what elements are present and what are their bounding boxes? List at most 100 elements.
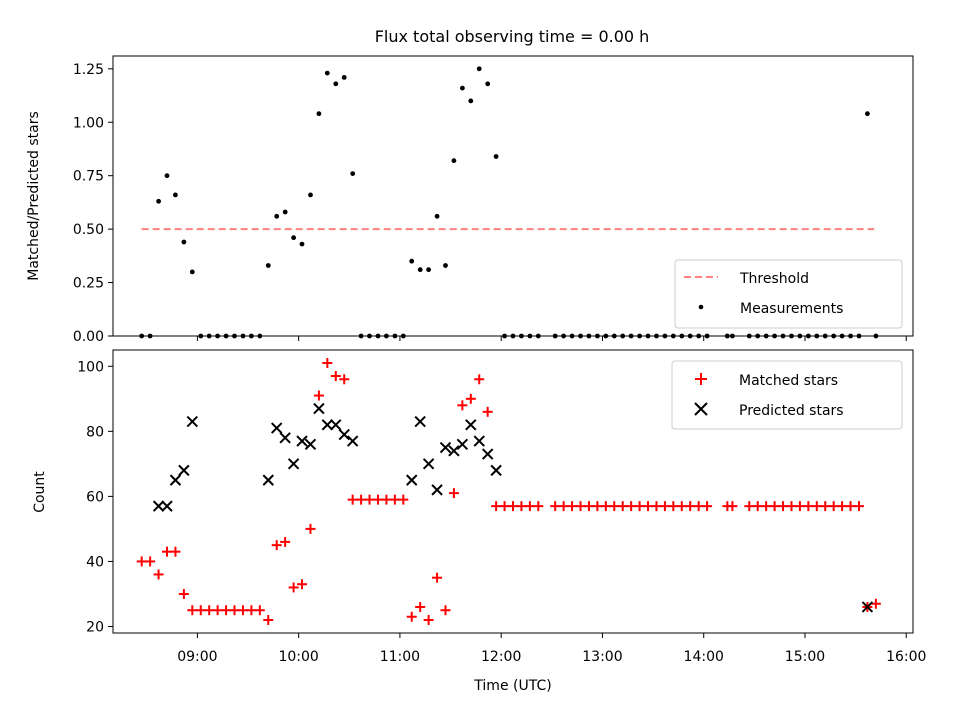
matched-star-point: [432, 572, 443, 583]
measurement-point: [493, 154, 499, 159]
matched-star-point: [794, 501, 805, 512]
matched-star-point: [423, 614, 434, 625]
matched-star-point: [195, 605, 206, 616]
x-tick-label: 13:00: [582, 649, 622, 665]
matched-star-point: [837, 501, 848, 512]
matched-star-point: [853, 501, 864, 512]
measurement-point: [173, 192, 178, 198]
matched-star-point: [693, 501, 704, 512]
matched-star-point: [271, 540, 282, 551]
measurement-point: [426, 267, 431, 273]
bottom-legend-box: [671, 360, 903, 430]
matched-star-point: [415, 601, 426, 612]
measurement-point: [409, 258, 415, 264]
matched-star-point: [448, 488, 459, 499]
legend-measurements-swatch: [698, 304, 704, 310]
matched-star-point: [305, 523, 316, 534]
matched-star-point: [491, 501, 502, 512]
bottom-y-axis-label: Count: [32, 471, 48, 513]
matched-star-point: [786, 501, 797, 512]
matched-star-point: [617, 501, 628, 512]
chart-title: Flux total observing time = 0.00 h: [375, 27, 650, 46]
matched-star-point: [744, 501, 755, 512]
matched-star-point: [668, 501, 679, 512]
matched-star-point: [769, 501, 780, 512]
matched-star-point: [634, 501, 645, 512]
top-plot-frame: [112, 55, 914, 337]
measurement-point: [417, 267, 423, 273]
legend-matched-label: Matched stars: [739, 373, 838, 389]
matched-star-point: [659, 501, 670, 512]
predicted-star-point: [313, 402, 325, 415]
predicted-star-point: [330, 419, 342, 431]
bottom-x-axis: 09:00 10:00 11:00 12:00 13:00 14:00 15:00 16:00: [177, 633, 926, 665]
matched-star-point: [356, 494, 367, 505]
top-y-tick-label: 0.25: [73, 276, 104, 292]
matched-star-point: [685, 501, 696, 512]
matched-star-point: [221, 605, 232, 616]
x-tick-label: 15:00: [785, 649, 825, 665]
measurement-point: [282, 209, 288, 215]
measurement-point: [468, 98, 474, 104]
matched-star-point: [761, 501, 772, 512]
predicted-star-point: [448, 445, 460, 457]
measurement-point: [156, 198, 162, 204]
measurement-point: [460, 85, 465, 91]
predicted-star-point: [490, 464, 502, 477]
legend-matched-swatch: [695, 373, 707, 385]
matched-star-point: [313, 390, 324, 401]
matched-star-point: [204, 605, 215, 616]
matched-star-point: [162, 546, 173, 557]
matched-star-point: [550, 501, 561, 512]
predicted-star-point: [262, 474, 274, 486]
predicted-star-point: [473, 435, 485, 447]
matched-star-point: [347, 494, 358, 505]
matched-star-point: [381, 494, 392, 505]
matched-star-point: [145, 556, 156, 567]
top-y-tick-label: 0.75: [73, 169, 104, 185]
measurement-point: [485, 81, 491, 87]
predicted-star-point: [431, 484, 443, 496]
matched-star-point: [389, 494, 400, 505]
predicted-star-point: [186, 415, 199, 428]
x-tick-label: 10:00: [278, 649, 318, 665]
top-y-axis: 0.00 0.25 0.50 0.75 1.00 1.25: [73, 62, 113, 345]
top-y-tick-label: 0.00: [73, 329, 104, 345]
measurement-point: [333, 81, 339, 87]
predicted-star-point: [321, 419, 334, 431]
measurement-point: [316, 111, 322, 117]
matched-star-point: [870, 598, 881, 609]
matched-star-point: [567, 501, 578, 512]
matched-star-point: [288, 582, 299, 593]
matched-star-point: [372, 494, 383, 505]
measurement-point: [291, 235, 296, 241]
top-panel: 0.00 0.25 0.50 0.75 1.00 1.25 Matched/Predict…: [26, 55, 914, 345]
top-legend-box: [674, 259, 903, 329]
bottom-y-tick-label: 80: [86, 424, 104, 440]
bottom-matched-markers: [136, 358, 881, 625]
measurement-point: [299, 241, 305, 247]
predicted-star-point: [287, 458, 300, 470]
bottom-panel: 20 40 60 80 100 09:00 10:00 11:00 12:00 13:00 14:…: [32, 349, 926, 694]
predicted-star-point: [422, 458, 435, 470]
matched-star-point: [457, 400, 468, 411]
matched-star-point: [727, 501, 738, 512]
predicted-star-point: [178, 464, 190, 477]
matched-star-point: [583, 501, 594, 512]
matched-star-point: [280, 536, 291, 547]
matched-star-point: [803, 501, 814, 512]
matched-star-point: [524, 501, 535, 512]
matched-star-point: [322, 358, 333, 369]
bottom-plot-frame: [112, 349, 914, 634]
matched-star-point: [533, 501, 544, 512]
legend-measurements-label: Measurements: [740, 301, 843, 317]
matched-star-point: [828, 501, 839, 512]
matched-star-point: [465, 393, 476, 404]
top-y-tick-label: 1.25: [73, 62, 104, 78]
legend-predicted-label: Predicted stars: [739, 403, 844, 419]
matched-star-point: [364, 494, 375, 505]
matched-star-point: [702, 501, 713, 512]
matched-star-point: [246, 605, 257, 616]
x-tick-label: 09:00: [177, 649, 217, 665]
matched-star-point: [516, 501, 527, 512]
